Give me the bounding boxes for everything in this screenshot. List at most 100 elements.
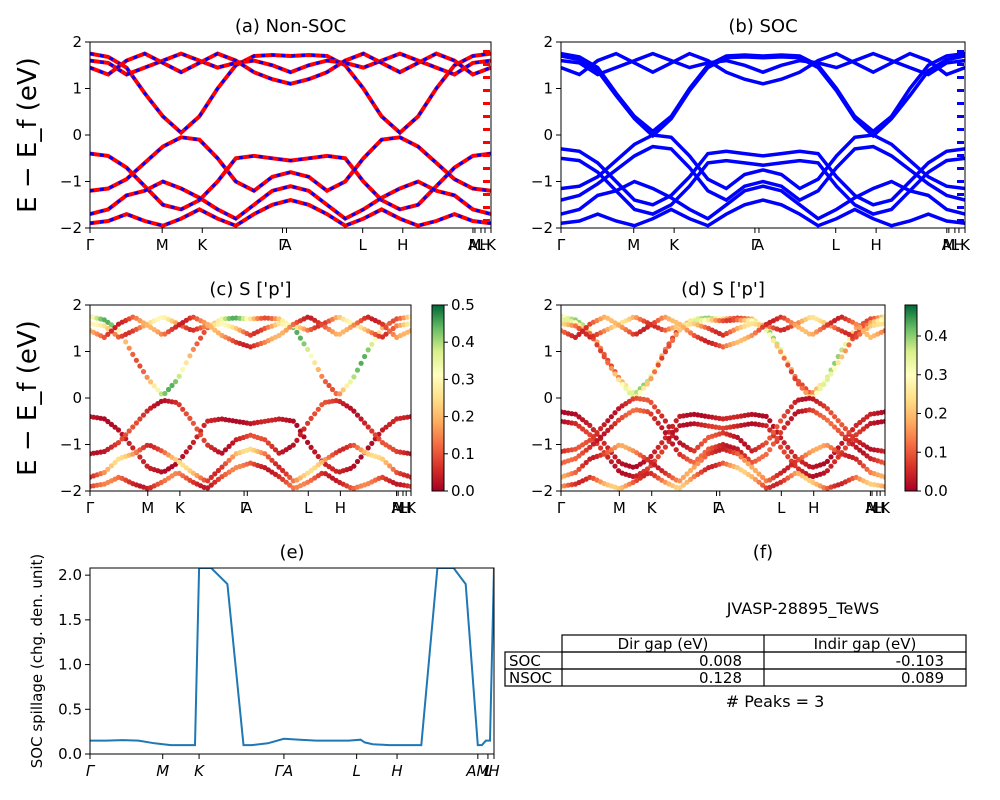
edge-mark bbox=[483, 102, 490, 105]
scatter-point bbox=[778, 418, 784, 424]
scatter-point bbox=[677, 478, 683, 484]
edge-mark bbox=[957, 206, 964, 209]
scatter-point bbox=[616, 377, 622, 383]
scatter-point bbox=[882, 460, 885, 466]
scatter-point bbox=[369, 440, 375, 446]
scatter-point bbox=[824, 417, 831, 423]
scatter-point bbox=[652, 462, 658, 468]
x-tick-label: L bbox=[873, 499, 882, 517]
scatter-point bbox=[616, 417, 622, 423]
scatter-point bbox=[860, 328, 867, 334]
scatter-point bbox=[655, 444, 661, 450]
scatter-point bbox=[698, 441, 705, 447]
x-tick-label: M bbox=[627, 236, 640, 254]
colorbar-tick-label: 0.3 bbox=[924, 366, 948, 384]
scatter-point bbox=[590, 441, 597, 447]
x-tick-label: H bbox=[808, 499, 819, 517]
x-tick-label: M bbox=[156, 236, 169, 254]
y-tick-label: 2 bbox=[72, 33, 82, 51]
scatter-point bbox=[283, 327, 289, 333]
scatter-point bbox=[176, 373, 182, 379]
scatter-point bbox=[857, 447, 863, 453]
scatter-point bbox=[774, 343, 780, 349]
x-tick-label: M bbox=[156, 762, 169, 780]
scatter-point bbox=[839, 431, 845, 437]
scatter-point bbox=[408, 483, 411, 489]
scatter-point bbox=[770, 429, 777, 435]
scatter-point bbox=[774, 435, 780, 441]
scatter-point bbox=[846, 438, 852, 444]
scatter-point bbox=[369, 341, 375, 347]
scatter-point bbox=[857, 459, 863, 466]
panel-d-projected-bands: (d) S ['p']210−1−2Γ M K ΓA L H AMLHK0.40.30.20… bbox=[531, 279, 948, 517]
scatter-point bbox=[365, 445, 371, 451]
scatter-point bbox=[767, 418, 773, 424]
axes-frame bbox=[560, 41, 966, 229]
scatter-point bbox=[612, 371, 618, 377]
band-line-blue bbox=[90, 198, 491, 228]
scatter-point bbox=[130, 424, 136, 430]
scatter-point bbox=[408, 451, 411, 457]
scatter-point bbox=[183, 411, 189, 417]
scatter-point bbox=[832, 414, 838, 420]
scatter-point bbox=[144, 408, 150, 414]
y-tick-label: −1 bbox=[531, 173, 553, 191]
scatter-point bbox=[383, 325, 389, 331]
scatter-point bbox=[853, 456, 859, 462]
scatter-point bbox=[308, 353, 314, 359]
scatter-point bbox=[839, 422, 845, 428]
scatter-point bbox=[601, 354, 607, 360]
scatter-point bbox=[659, 440, 665, 446]
scatter-point bbox=[183, 360, 189, 366]
scatter-point bbox=[788, 416, 795, 422]
scatter-point bbox=[882, 409, 885, 415]
scatter-point bbox=[882, 474, 885, 480]
scatter-point bbox=[319, 459, 325, 465]
scatter-point bbox=[198, 335, 204, 341]
scatter-point bbox=[276, 464, 282, 470]
scatter-point bbox=[287, 482, 293, 488]
edge-mark bbox=[957, 63, 964, 66]
scatter-point bbox=[208, 474, 214, 480]
x-tick-label: M bbox=[141, 499, 154, 517]
scatter-point bbox=[796, 381, 802, 387]
scatter-point bbox=[379, 321, 386, 327]
x-tick-label: K bbox=[175, 499, 186, 517]
scatter-point bbox=[778, 349, 784, 355]
scatter-point bbox=[262, 451, 268, 457]
scatter-point bbox=[767, 435, 773, 441]
scatter-point bbox=[108, 421, 114, 427]
edge-mark bbox=[957, 180, 964, 183]
scatter-point bbox=[376, 436, 382, 442]
x-tick-label: L bbox=[477, 236, 486, 254]
y-tick-label: −2 bbox=[60, 482, 82, 500]
band-line-red bbox=[90, 51, 491, 86]
scatter-point bbox=[839, 354, 845, 360]
x-tick-label: L bbox=[359, 236, 368, 254]
scatter-point bbox=[190, 439, 196, 445]
panel-e-ylabel: SOC spillage (chg. den. unit) bbox=[28, 554, 46, 769]
scatter-point bbox=[799, 385, 805, 391]
edge-mark bbox=[483, 154, 490, 157]
x-tick-label: Γ bbox=[86, 499, 95, 517]
scatter-point bbox=[180, 462, 186, 468]
scatter-point bbox=[369, 428, 375, 434]
x-tick-label: Γ bbox=[86, 236, 95, 254]
scatter-points bbox=[561, 314, 885, 491]
scatter-point bbox=[162, 390, 168, 397]
colorbar-tick-label: 0.2 bbox=[924, 405, 948, 423]
scatter-point bbox=[673, 332, 679, 338]
scatter-point bbox=[294, 422, 300, 428]
scatter-point bbox=[112, 325, 118, 331]
x-tick-label: K bbox=[194, 762, 205, 780]
scatter-point bbox=[390, 331, 396, 337]
scatter-point bbox=[387, 421, 393, 427]
scatter-point bbox=[778, 470, 784, 476]
scatter-point bbox=[387, 463, 393, 469]
scatter-point bbox=[351, 408, 357, 414]
scatter-point bbox=[853, 334, 859, 340]
panel-f-gap-table: (f) JVASP-28895_TeWS Dir gap (eV) Indir … bbox=[504, 542, 967, 711]
scatter-point bbox=[688, 476, 694, 482]
scatter-point bbox=[144, 374, 150, 380]
